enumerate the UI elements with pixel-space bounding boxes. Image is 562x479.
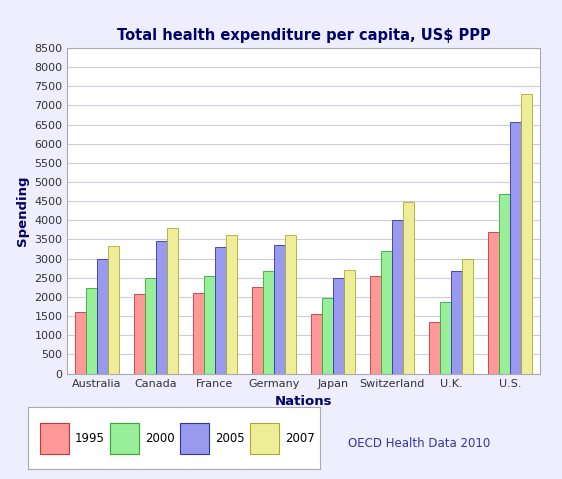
Bar (263, 271, 274, 374)
Text: 2005: 2005 (215, 432, 245, 445)
Bar (381, 251, 392, 374)
Bar (344, 270, 355, 374)
Bar (215, 247, 226, 374)
Bar (167, 228, 178, 374)
Bar (134, 294, 145, 374)
Bar (488, 232, 499, 374)
Bar (193, 293, 204, 374)
FancyBboxPatch shape (180, 423, 209, 454)
Bar (370, 275, 381, 374)
Bar (156, 241, 167, 374)
FancyBboxPatch shape (40, 423, 69, 454)
Bar (440, 302, 451, 374)
Bar (285, 235, 296, 374)
Text: 2000: 2000 (145, 432, 175, 445)
Bar (510, 122, 521, 374)
Bar (108, 246, 119, 374)
Bar (97, 259, 108, 374)
Title: Total health expenditure per capita, US$ PPP: Total health expenditure per capita, US$… (116, 28, 491, 43)
FancyBboxPatch shape (250, 423, 279, 454)
Bar (451, 271, 462, 374)
Bar (499, 194, 510, 374)
Bar (333, 278, 344, 374)
Bar (86, 288, 97, 374)
Bar (145, 278, 156, 374)
Bar (252, 286, 263, 374)
Bar (75, 312, 86, 374)
FancyBboxPatch shape (110, 423, 139, 454)
Bar (204, 276, 215, 374)
X-axis label: Nations: Nations (275, 395, 332, 408)
Bar (392, 220, 403, 374)
Bar (462, 260, 473, 374)
Bar (274, 245, 285, 374)
Bar (226, 235, 237, 374)
Bar (322, 298, 333, 374)
Text: 2007: 2007 (285, 432, 315, 445)
Bar (311, 314, 322, 374)
Y-axis label: Spending: Spending (16, 175, 29, 246)
Bar (521, 94, 532, 374)
Text: 1995: 1995 (75, 432, 105, 445)
Text: OECD Health Data 2010: OECD Health Data 2010 (348, 436, 491, 450)
Bar (429, 321, 440, 374)
Bar (403, 202, 414, 374)
